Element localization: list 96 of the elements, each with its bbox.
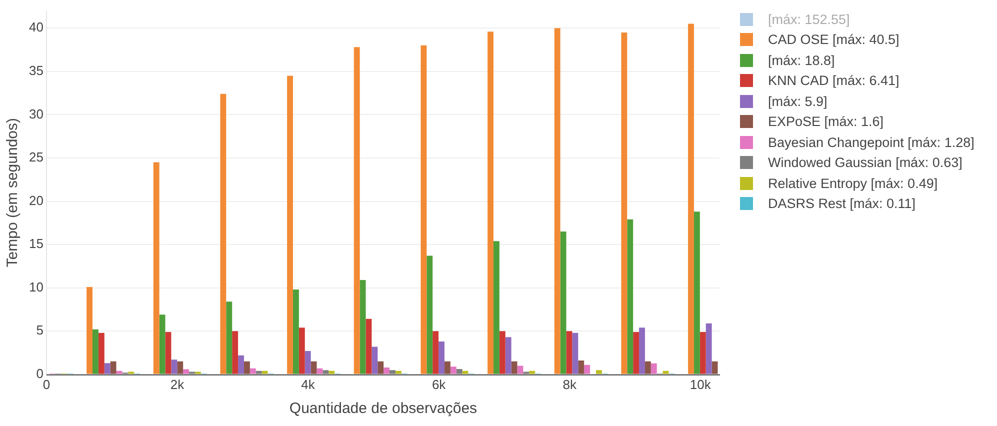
- legend-label: [máx: 18.8]: [768, 52, 835, 68]
- legend-label: CAD OSE [máx: 40.5]: [768, 32, 900, 48]
- bar: [633, 332, 640, 374]
- bar: [488, 32, 494, 374]
- bar: [493, 241, 500, 374]
- bar: [450, 366, 456, 374]
- bar: [621, 32, 628, 374]
- bar: [328, 370, 335, 374]
- bar: [287, 76, 293, 374]
- bar: [92, 329, 98, 374]
- y-tick-label: 25: [28, 150, 44, 165]
- legend-label: Bayesian Changepoint [máx: 1.28]: [768, 134, 974, 150]
- bar: [86, 286, 92, 374]
- legend-label: [máx: 5.9]: [768, 94, 828, 109]
- y-tick-label: 35: [28, 62, 44, 78]
- bar: [505, 337, 512, 374]
- bar: [456, 368, 462, 374]
- bar: [529, 370, 536, 374]
- bar: [700, 332, 706, 374]
- bar: [572, 332, 578, 374]
- x-tick-label: 2k: [170, 376, 185, 392]
- bar: [426, 256, 433, 374]
- bar: [354, 47, 360, 374]
- bar: [98, 332, 104, 374]
- bar: [322, 370, 329, 374]
- x-tick-label: 6k: [432, 376, 446, 392]
- bar: [177, 361, 184, 374]
- bar: [159, 314, 166, 374]
- bar: [566, 331, 572, 374]
- bar: [171, 360, 178, 374]
- bar: [262, 370, 268, 374]
- y-tick-label: 10: [28, 279, 44, 294]
- bar: [554, 28, 560, 374]
- bar: [706, 323, 712, 374]
- bar: [232, 331, 238, 374]
- bar: [316, 368, 323, 374]
- y-tick-label: 20: [28, 192, 44, 208]
- bar: [688, 24, 694, 374]
- bar: [395, 370, 402, 374]
- bar: [244, 361, 250, 374]
- x-tick-label: 8k: [562, 376, 577, 392]
- bar: [366, 318, 372, 374]
- bar: [226, 302, 232, 374]
- bar: [250, 368, 256, 374]
- bar: [432, 331, 439, 374]
- legend-label: Relative Entropy [máx: 0.49]: [768, 176, 938, 191]
- y-tick-label: 0: [36, 366, 44, 381]
- bar: [662, 370, 669, 374]
- bar: [304, 351, 311, 374]
- legend-label: DASRS Rest [máx: 0.11]: [768, 196, 916, 212]
- bar: [165, 332, 172, 374]
- bar: [110, 361, 116, 374]
- x-tick-label: 4k: [301, 376, 316, 392]
- bar: [712, 361, 718, 374]
- bar: [116, 370, 122, 374]
- y-tick-label: 5: [36, 322, 44, 338]
- bar: [104, 363, 110, 374]
- bar: [694, 212, 700, 374]
- bar: [560, 232, 566, 374]
- x-axis-title: Quantidade de observações: [289, 400, 478, 418]
- bar: [183, 369, 190, 374]
- bar: [378, 361, 384, 374]
- bar: [238, 355, 244, 374]
- bar: [517, 366, 524, 374]
- bar: [499, 331, 506, 374]
- bar: [644, 361, 651, 374]
- y-tick-label: 30: [28, 106, 44, 122]
- bar: [256, 370, 262, 374]
- y-axis-title: Tempo (em segundos): [4, 118, 22, 268]
- bar: [578, 360, 584, 374]
- bar: [298, 328, 305, 374]
- bar: [511, 361, 518, 374]
- bar: [462, 370, 468, 374]
- y-tick-label: 15: [28, 236, 44, 252]
- bar: [584, 364, 590, 374]
- legend-label: EXPoSE [máx: 1.6]: [768, 114, 884, 130]
- bar: [360, 280, 366, 374]
- bar: [310, 361, 317, 374]
- bar: [153, 162, 160, 374]
- bar: [444, 361, 450, 374]
- bar: [384, 367, 390, 374]
- bar: [420, 45, 427, 374]
- bar: [627, 219, 634, 374]
- y-tick-label: 40: [28, 20, 44, 35]
- bar: [220, 94, 226, 374]
- legend-label: Windowed Gaussian [máx: 0.63]: [768, 155, 962, 170]
- bar: [390, 370, 396, 374]
- legend-label: KNN CAD [máx: 6.41]: [768, 73, 900, 88]
- bar: [596, 370, 602, 374]
- legend-label: [máx: 152.55]: [768, 12, 850, 27]
- bar: [639, 328, 645, 374]
- bar: [372, 346, 378, 374]
- bar: [438, 342, 444, 374]
- x-tick-label: 10k: [690, 376, 712, 392]
- bar: [650, 363, 657, 374]
- bar: [292, 290, 299, 374]
